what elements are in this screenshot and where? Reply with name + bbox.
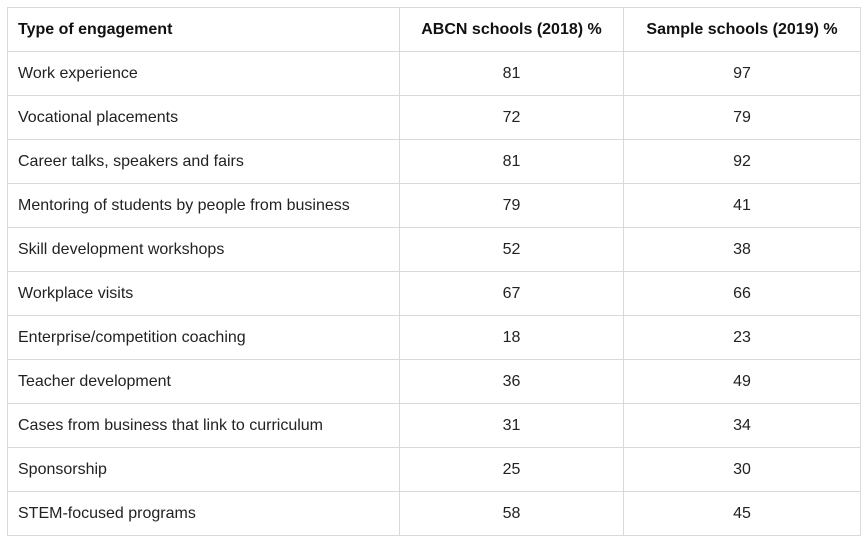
engagement-table: Type of engagement ABCN schools (2018) %… bbox=[7, 7, 861, 536]
table-row: Workplace visits 67 66 bbox=[7, 271, 861, 316]
engagement-type-cell: Sponsorship bbox=[7, 447, 400, 492]
engagement-type-cell: Workplace visits bbox=[7, 271, 400, 316]
abcn-value-cell: 18 bbox=[399, 315, 624, 360]
sample-value-cell: 34 bbox=[623, 403, 861, 448]
engagement-type-cell: Enterprise/competition coaching bbox=[7, 315, 400, 360]
engagement-type-cell: Mentoring of students by people from bus… bbox=[7, 183, 400, 228]
engagement-type-cell: Cases from business that link to curricu… bbox=[7, 403, 400, 448]
abcn-value-cell: 25 bbox=[399, 447, 624, 492]
sample-value-cell: 23 bbox=[623, 315, 861, 360]
engagement-type-cell: Work experience bbox=[7, 51, 400, 96]
table-row: Sponsorship 25 30 bbox=[7, 447, 861, 492]
sample-value-cell: 30 bbox=[623, 447, 861, 492]
table-row: Cases from business that link to curricu… bbox=[7, 403, 861, 448]
sample-value-cell: 38 bbox=[623, 227, 861, 272]
engagement-type-cell: STEM-focused programs bbox=[7, 491, 400, 536]
engagement-type-cell: Teacher development bbox=[7, 359, 400, 404]
sample-value-cell: 79 bbox=[623, 95, 861, 140]
abcn-value-cell: 81 bbox=[399, 51, 624, 96]
table-row: STEM-focused programs 58 45 bbox=[7, 491, 861, 536]
table-row: Vocational placements 72 79 bbox=[7, 95, 861, 140]
abcn-value-cell: 67 bbox=[399, 271, 624, 316]
sample-value-cell: 92 bbox=[623, 139, 861, 184]
sample-value-cell: 49 bbox=[623, 359, 861, 404]
table-row: Career talks, speakers and fairs 81 92 bbox=[7, 139, 861, 184]
table-row: Work experience 81 97 bbox=[7, 51, 861, 96]
header-type-of-engagement: Type of engagement bbox=[7, 7, 400, 52]
engagement-type-cell: Vocational placements bbox=[7, 95, 400, 140]
abcn-value-cell: 79 bbox=[399, 183, 624, 228]
sample-value-cell: 66 bbox=[623, 271, 861, 316]
header-sample-schools: Sample schools (2019) % bbox=[623, 7, 861, 52]
table-row: Mentoring of students by people from bus… bbox=[7, 183, 861, 228]
abcn-value-cell: 31 bbox=[399, 403, 624, 448]
engagement-type-cell: Career talks, speakers and fairs bbox=[7, 139, 400, 184]
table-row: Skill development workshops 52 38 bbox=[7, 227, 861, 272]
table-header-row: Type of engagement ABCN schools (2018) %… bbox=[7, 7, 861, 52]
abcn-value-cell: 36 bbox=[399, 359, 624, 404]
header-abcn-schools: ABCN schools (2018) % bbox=[399, 7, 624, 52]
engagement-type-cell: Skill development workshops bbox=[7, 227, 400, 272]
table-row: Teacher development 36 49 bbox=[7, 359, 861, 404]
abcn-value-cell: 52 bbox=[399, 227, 624, 272]
abcn-value-cell: 81 bbox=[399, 139, 624, 184]
sample-value-cell: 97 bbox=[623, 51, 861, 96]
sample-value-cell: 41 bbox=[623, 183, 861, 228]
sample-value-cell: 45 bbox=[623, 491, 861, 536]
abcn-value-cell: 58 bbox=[399, 491, 624, 536]
table-row: Enterprise/competition coaching 18 23 bbox=[7, 315, 861, 360]
abcn-value-cell: 72 bbox=[399, 95, 624, 140]
